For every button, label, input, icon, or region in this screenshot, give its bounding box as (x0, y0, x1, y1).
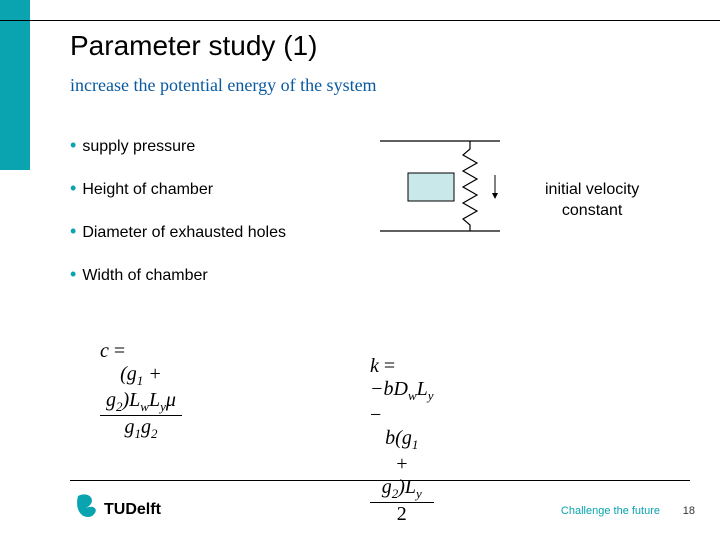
diagram-annotation: initial velocity constant (545, 180, 639, 222)
bullet-text: supply pressure (82, 138, 195, 155)
bullet-text: Height of chamber (82, 181, 213, 198)
accent-bar (0, 0, 30, 170)
bullet-icon: • (70, 264, 76, 284)
list-item: • Diameter of exhausted holes (70, 221, 286, 242)
bottom-divider (70, 480, 690, 481)
bullet-text: Diameter of exhausted holes (82, 224, 286, 241)
svg-text:TUDelft: TUDelft (104, 501, 162, 518)
list-item: • Width of chamber (70, 264, 286, 285)
bullet-icon: • (70, 135, 76, 155)
bullet-icon: • (70, 178, 76, 198)
bullet-text: Width of chamber (82, 267, 207, 284)
bullet-list: • supply pressure • Height of chamber • Dia… (70, 135, 286, 307)
list-item: • supply pressure (70, 135, 286, 156)
page-number: 18 (683, 505, 695, 517)
footer-tagline: Challenge the future (561, 505, 660, 517)
spring-diagram (340, 135, 540, 245)
top-divider (0, 20, 720, 21)
annotation-line: constant (562, 202, 622, 219)
slide-title: Parameter study (1) (70, 30, 317, 62)
list-item: • Height of chamber (70, 178, 286, 199)
tudelft-logo: TUDelft (70, 492, 180, 528)
formula-c: c = (g1 + g2)LwLyμ g1g2 (100, 340, 182, 442)
annotation-line: initial velocity (545, 181, 639, 198)
slide-subtitle: increase the potential energy of the sys… (70, 75, 377, 96)
formula-k: k = −bDwLy − b(g1 + g2)Ly 2 (370, 355, 434, 526)
bullet-icon: • (70, 221, 76, 241)
